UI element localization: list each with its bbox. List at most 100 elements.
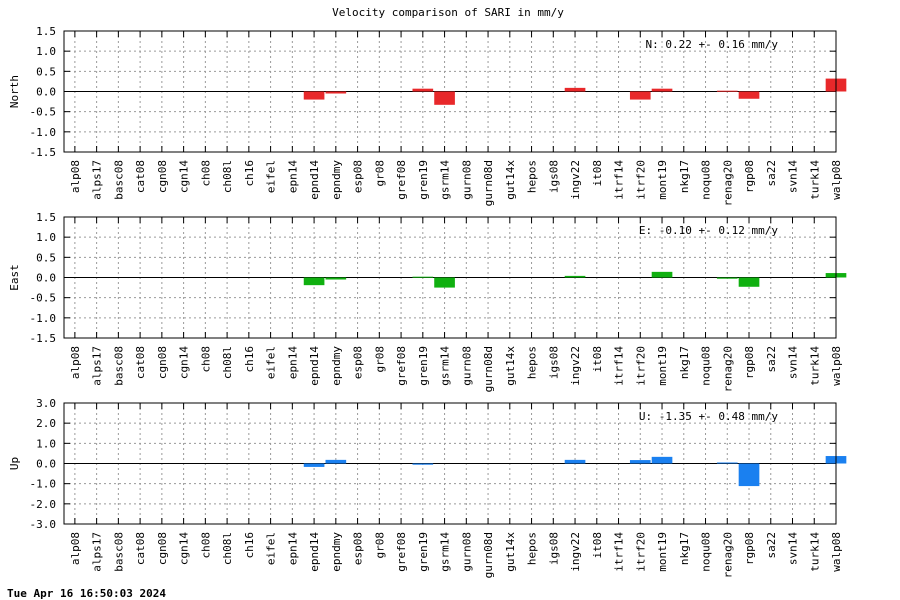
x-tick-label-gurn08d: gurn08d [482, 346, 495, 392]
x-tick-label-alp08: alp08 [69, 532, 82, 565]
x-tick-label-igs08: igs08 [547, 160, 560, 193]
x-tick-label-epndmy: epndmy [330, 160, 343, 200]
x-tick-label-ingv22: ingv22 [569, 346, 582, 386]
x-tick-label-epn14: epn14 [286, 160, 299, 193]
x-tick-label-cat08: cat08 [134, 160, 147, 193]
x-tick-label-mont19: mont19 [656, 532, 669, 572]
stats-annotation: E: -0.10 +- 0.12 mm/y [639, 224, 778, 237]
x-tick-label-gut14x: gut14x [504, 532, 517, 572]
x-tick-label-gr08: gr08 [373, 532, 386, 559]
x-tick-label-noqu08: noqu08 [700, 160, 713, 200]
y-tick-label: 1.0 [36, 437, 56, 450]
x-tick-label-epn14: epn14 [286, 346, 299, 379]
x-tick-label-rgp08: rgp08 [743, 160, 756, 193]
x-tick-label-gurn08d: gurn08d [482, 532, 495, 578]
x-tick-label-mont19: mont19 [656, 346, 669, 386]
y-tick-label: 0.5 [36, 65, 56, 78]
y-tick-label: -1.0 [30, 478, 57, 491]
x-tick-label-renag20: renag20 [721, 346, 734, 392]
chart-panels: 1.5 1.0 0.5 0.0 -0.5 -1.0 -1.5 alp08 alps17 basc0… [8, 25, 847, 578]
x-tick-label-nkg17: nkg17 [678, 346, 691, 379]
x-tick-label-cgn14: cgn14 [178, 160, 191, 193]
x-tick-label-basc08: basc08 [112, 532, 125, 572]
x-tick-label-igs08: igs08 [547, 346, 560, 379]
x-tick-label-gr08: gr08 [373, 346, 386, 373]
bar-rgp08 [738, 91, 760, 99]
x-tick-label-esp08: esp08 [352, 532, 365, 565]
x-tick-label-gref08: gref08 [395, 160, 408, 200]
x-tick-label-ch16: ch16 [243, 160, 256, 187]
y-tick-label: 0.0 [36, 458, 56, 471]
x-tick-label-epnd14: epnd14 [308, 346, 321, 386]
x-tick-label-renag20: renag20 [721, 532, 734, 578]
x-tick-label-alps17: alps17 [91, 346, 104, 386]
stats-annotation: U: -1.35 +- 0.48 mm/y [639, 410, 778, 423]
y-axis-label: North [8, 75, 21, 108]
plot-frame [63, 30, 837, 153]
x-tick-label-gsrm14: gsrm14 [439, 160, 452, 200]
y-tick-label: 1.0 [36, 231, 56, 244]
bar-mont19 [651, 271, 673, 278]
x-tick-label-gurn08: gurn08 [460, 346, 473, 386]
y-tick-label: -2.0 [30, 498, 57, 511]
x-tick-label-basc08: basc08 [112, 160, 125, 200]
x-tick-label-cgn08: cgn08 [156, 160, 169, 193]
x-tick-label-eifel: eifel [265, 532, 278, 565]
x-tick-label-gurn08d: gurn08d [482, 160, 495, 206]
bar-ingv22 [564, 87, 586, 92]
bar-epnd14 [303, 91, 325, 100]
x-tick-label-cgn14: cgn14 [178, 532, 191, 565]
bar-epnd14 [303, 463, 325, 467]
x-tick-label-walp08: walp08 [830, 532, 843, 572]
bar-itrf20 [629, 91, 651, 100]
x-tick-label-gurn08: gurn08 [460, 160, 473, 200]
x-tick-label-sa22: sa22 [765, 346, 778, 373]
plot-frame [63, 216, 837, 339]
x-tick-label-svn14: svn14 [787, 160, 800, 193]
y-tick-label: 0.0 [36, 86, 56, 99]
x-tick-label-nkg17: nkg17 [678, 160, 691, 193]
plot-frame [63, 402, 837, 525]
y-axis-label: East [8, 264, 21, 291]
y-tick-label: 0.5 [36, 251, 56, 264]
x-tick-label-ch08l: ch08l [221, 532, 234, 565]
y-tick-label: -1.5 [30, 332, 57, 345]
x-tick-label-svn14: svn14 [787, 346, 800, 379]
y-tick-label: -0.5 [30, 292, 57, 305]
x-tick-label-ingv22: ingv22 [569, 160, 582, 200]
x-tick-label-epnd14: epnd14 [308, 160, 321, 200]
x-tick-label-it08: it08 [591, 160, 604, 187]
x-tick-label-esp08: esp08 [352, 160, 365, 193]
x-tick-label-cgn14: cgn14 [178, 346, 191, 379]
x-tick-label-gr08: gr08 [373, 160, 386, 187]
x-tick-label-alp08: alp08 [69, 346, 82, 379]
y-tick-label: 3.0 [36, 397, 56, 410]
x-tick-label-alps17: alps17 [91, 160, 104, 200]
x-tick-label-eifel: eifel [265, 346, 278, 379]
x-tick-label-igs08: igs08 [547, 532, 560, 565]
x-tick-label-nkg17: nkg17 [678, 532, 691, 565]
x-tick-label-basc08: basc08 [112, 346, 125, 386]
x-tick-label-turk14: turk14 [808, 532, 821, 572]
chart-title: Velocity comparison of SARI in mm/y [332, 6, 564, 19]
x-tick-label-ch16: ch16 [243, 346, 256, 373]
x-tick-label-eifel: eifel [265, 160, 278, 193]
bar-epndmy [325, 277, 347, 280]
bar-gren19 [412, 88, 434, 92]
x-tick-label-itrf14: itrf14 [613, 346, 626, 386]
x-tick-label-gren19: gren19 [417, 160, 430, 200]
x-tick-label-svn14: svn14 [787, 532, 800, 565]
x-tick-label-hepos: hepos [526, 532, 539, 565]
x-tick-label-renag20: renag20 [721, 160, 734, 206]
x-tick-label-ingv22: ingv22 [569, 532, 582, 572]
x-tick-label-epnd14: epnd14 [308, 532, 321, 572]
bar-mont19 [651, 456, 673, 464]
x-tick-label-gut14x: gut14x [504, 346, 517, 386]
panel-east: 1.5 1.0 0.5 0.0 -0.5 -1.0 -1.5 alp08 alps17 basc0… [8, 211, 847, 392]
bar-rgp08 [738, 277, 760, 287]
bar-renag20 [716, 90, 738, 92]
x-tick-label-gref08: gref08 [395, 532, 408, 572]
x-tick-label-esp08: esp08 [352, 346, 365, 379]
x-tick-label-gren19: gren19 [417, 532, 430, 572]
x-tick-label-it08: it08 [591, 346, 604, 373]
